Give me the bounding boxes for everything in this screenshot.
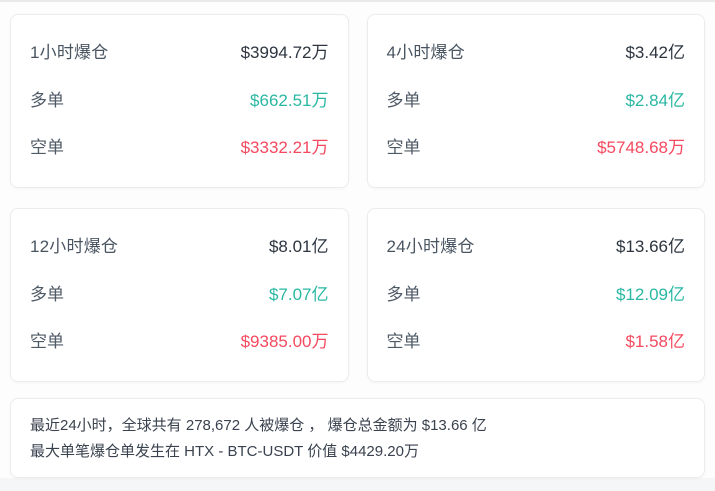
total-liquidation-value: $3994.72万 — [240, 43, 329, 62]
total-liquidation-value: $8.01亿 — [268, 237, 329, 256]
liquidation-card-1h: 1小时爆仓 $3994.72万 多单 $662.51万 空单 $3332.21万 — [10, 14, 349, 188]
long-value: $12.09亿 — [616, 284, 685, 304]
long-label: 多单 — [386, 90, 421, 110]
summary-line-1: 最近24小时，全球共有 278,672 人被爆仓 ， 爆仓总金额为 $13.66… — [30, 417, 487, 434]
liquidation-card-24h: 24小时爆仓 $13.66亿 多单 $12.09亿 空单 $1.58亿 — [366, 208, 705, 382]
card-title: 24小时爆仓 — [386, 237, 475, 256]
short-label: 空单 — [30, 138, 64, 157]
short-row: 空单 $3332.21万 — [30, 133, 329, 158]
short-label: 空单 — [30, 332, 64, 351]
long-row: 多单 $7.07亿 — [30, 280, 329, 305]
card-header-row: 4小时爆仓 $3.42亿 — [387, 38, 686, 63]
long-row: 多单 $2.84亿 — [387, 86, 686, 111]
liquidation-card-12h: 12小时爆仓 $8.01亿 多单 $7.07亿 空单 $9385.00万 — [10, 208, 349, 382]
long-label: 多单 — [30, 284, 64, 304]
card-header-row: 1小时爆仓 $3994.72万 — [30, 38, 329, 63]
card-title: 4小时爆仓 — [386, 43, 465, 62]
liquidation-dashboard: 1小时爆仓 $3994.72万 多单 $662.51万 空单 $3332.21万… — [0, 0, 715, 478]
short-row: 空单 $5748.68万 — [387, 133, 686, 158]
long-label: 多单 — [386, 284, 421, 304]
short-label: 空单 — [386, 138, 421, 157]
short-value: $3332.21万 — [240, 138, 329, 157]
card-header-row: 12小时爆仓 $8.01亿 — [30, 232, 329, 257]
long-row: 多单 $12.09亿 — [387, 280, 686, 305]
total-liquidation-value: $13.66亿 — [616, 237, 685, 256]
long-value: $7.07亿 — [268, 284, 329, 304]
short-row: 空单 $1.58亿 — [387, 327, 686, 352]
card-title: 1小时爆仓 — [30, 43, 109, 62]
short-value: $5748.68万 — [597, 138, 685, 157]
long-value: $662.51万 — [250, 90, 329, 110]
short-label: 空单 — [386, 332, 421, 351]
card-header-row: 24小时爆仓 $13.66亿 — [387, 232, 686, 257]
cards-grid: 1小时爆仓 $3994.72万 多单 $662.51万 空单 $3332.21万… — [10, 14, 705, 382]
card-title: 12小时爆仓 — [30, 237, 119, 256]
liquidation-summary-card: 最近24小时，全球共有 278,672 人被爆仓 ， 爆仓总金额为 $13.66… — [10, 398, 705, 478]
short-value: $1.58亿 — [625, 332, 685, 351]
total-liquidation-value: $3.42亿 — [625, 43, 685, 62]
short-value: $9385.00万 — [240, 332, 329, 351]
long-label: 多单 — [30, 90, 64, 110]
short-row: 空单 $9385.00万 — [30, 327, 329, 352]
summary-line-2: 最大单笔爆仓单发生在 HTX - BTC-USDT 价值 $4429.20万 — [30, 443, 419, 460]
long-row: 多单 $662.51万 — [30, 86, 329, 111]
long-value: $2.84亿 — [625, 90, 685, 110]
liquidation-card-4h: 4小时爆仓 $3.42亿 多单 $2.84亿 空单 $5748.68万 — [366, 14, 705, 188]
